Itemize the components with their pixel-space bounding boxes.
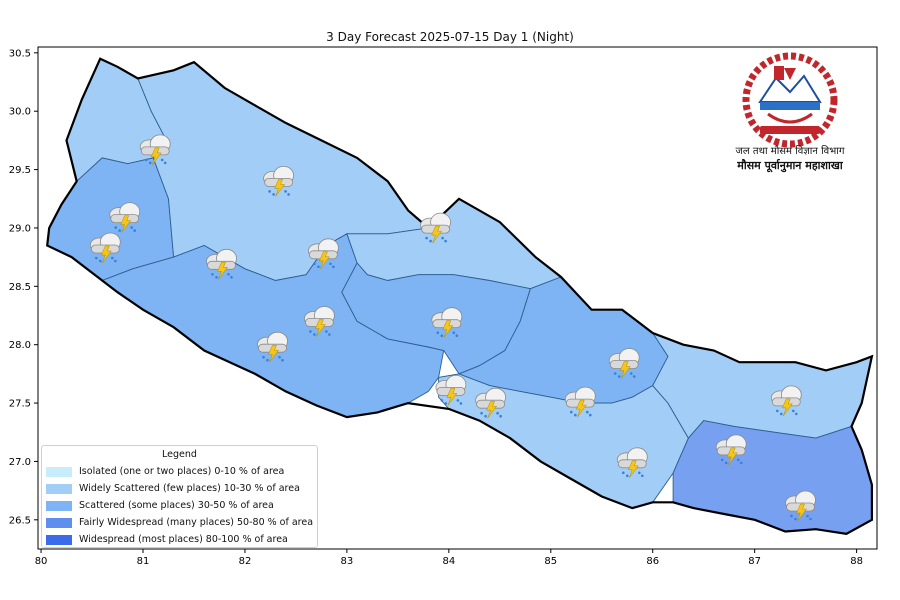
y-tick-label: 27.5 [9,399,31,410]
x-tick-label: 87 [748,556,761,567]
x-tick-label: 88 [850,556,863,567]
thunderstorm-rain-icon [139,134,171,166]
legend-label: Widespread (most places) 80-100 % of are… [79,534,288,545]
thunderstorm-rain-icon [435,374,467,406]
y-tick-label: 28.0 [9,340,31,351]
thunderstorm-rain-icon [616,447,648,478]
y-tick-label: 29.5 [9,165,31,176]
thunderstorm-rain-icon [307,238,339,269]
nepal-border [46,57,874,535]
weather-icon-layer [89,134,816,522]
legend-label: Fairly Widespread (many places) 50-80 % … [79,517,314,528]
y-tick-label: 30.0 [9,107,31,118]
legend-label: Isolated (one or two places) 0-10 % of a… [79,466,285,477]
legend-title: Legend [162,449,197,460]
x-tick-label: 80 [35,556,48,567]
legend-swatch [46,534,72,545]
y-tick-label: 27.0 [9,457,31,468]
y-tick-label: 30.5 [9,48,31,59]
thunderstorm-rain-icon [206,248,237,280]
thunderstorm-rain-icon [785,490,816,522]
legend-label: Widely Scattered (few places) 10-30 % of… [79,483,300,494]
thunderstorm-rain-icon [303,306,335,337]
thunderstorm-rain-icon [89,232,121,264]
region-koshi-south [672,420,873,535]
x-tick-label: 81 [137,556,150,567]
legend-swatch [46,483,72,494]
org-department-name: जल तथा मौसम विज्ञान विभाग [735,146,845,157]
y-axis: 30.5 30.0 29.5 29.0 28.5 28.0 27.5 27.0 26.5 [9,48,38,526]
thunderstorm-rain-icon [475,387,507,419]
x-tick-label: 83 [341,556,354,567]
legend-item-isolated: Isolated (one or two places) 0-10 % of a… [42,463,317,480]
thunderstorm-rain-icon [770,385,802,417]
x-tick-label: 85 [544,556,557,567]
legend-swatch [46,466,72,477]
legend-label: Scattered (some places) 30-50 % of area [79,500,274,511]
region-koshi-north [651,332,873,439]
legend-swatch [46,517,72,528]
x-tick-label: 82 [239,556,252,567]
legend: Legend Isolated (one or two places) 0-10… [41,445,318,548]
legend-item-widely-scattered: Widely Scattered (few places) 10-30 % of… [42,480,317,497]
y-tick-label: 26.5 [9,515,31,526]
legend-item-widespread: Widespread (most places) 80-100 % of are… [42,531,317,548]
thunderstorm-rain-icon [263,165,295,197]
y-tick-label: 29.0 [9,223,31,234]
x-axis: 80 81 82 83 84 85 86 87 88 [35,549,863,567]
thunderstorm-rain-icon [431,307,463,338]
plot-frame [37,46,878,550]
legend-swatch [46,500,72,511]
org-division-name: मौसम पूर्वानुमान महाशाखा [737,159,843,172]
map-title: 3 Day Forecast 2025-07-15 Day 1 (Night) [326,30,574,44]
thunderstorm-rain-icon [715,434,747,466]
thunderstorm-rain-icon [109,202,141,233]
y-tick-label: 28.5 [9,282,31,293]
nepal-government-emblem [742,52,838,148]
x-tick-label: 86 [646,556,659,567]
x-tick-label: 84 [442,556,455,567]
thunderstorm-rain-icon [564,386,596,418]
thunderstorm-rain-icon [420,212,452,244]
thunderstorm-rain-icon [257,331,288,363]
legend-item-fairly-widespread: Fairly Widespread (many places) 50-80 % … [42,514,317,531]
thunderstorm-rain-icon [608,348,640,379]
legend-item-scattered: Scattered (some places) 30-50 % of area [42,497,317,514]
